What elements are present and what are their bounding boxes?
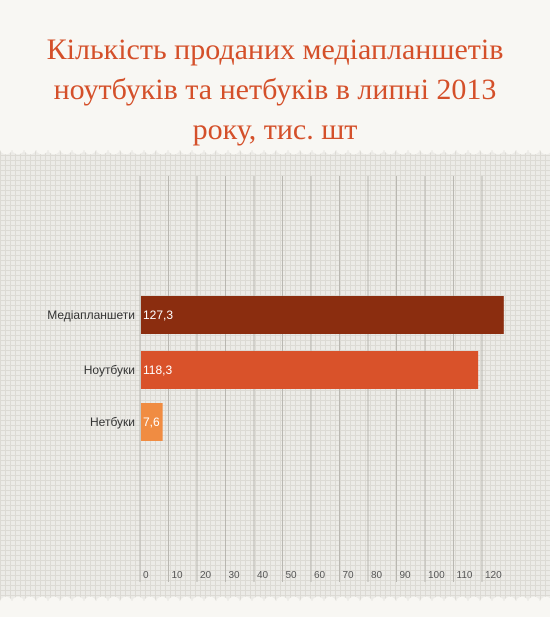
x-tick-label: 110: [457, 570, 473, 581]
x-tick-label: 20: [200, 570, 212, 581]
data-label: 127,3: [143, 308, 173, 322]
x-tick-label: 90: [400, 570, 412, 581]
category-label: Медіапланшети: [47, 308, 135, 322]
x-tick-label: 40: [257, 570, 269, 581]
x-tick-label: 10: [172, 570, 184, 581]
x-tick-label: 60: [314, 570, 326, 581]
x-tick-label: 70: [343, 570, 355, 581]
data-label: 7,6: [143, 415, 160, 429]
footer-scallop-edge: [0, 595, 550, 617]
x-tick-label: 50: [286, 570, 298, 581]
title-line-3: року, тис. шт: [192, 113, 358, 146]
header-scallop-edge: [0, 148, 550, 156]
bar: [141, 351, 479, 389]
category-label: Ноутбуки: [84, 363, 135, 377]
title-line-2: ноутбуків та нетбуків в липні 2013: [53, 73, 497, 106]
bar: [141, 296, 504, 334]
header-panel: [0, 0, 550, 148]
bars: [141, 296, 504, 441]
x-tick-label: 80: [371, 570, 383, 581]
chart-title: Кількість проданих медіапланшетів ноутбу…: [10, 30, 540, 150]
data-label: 118,3: [143, 363, 172, 377]
labels: 0 10 20 30 40 50 60 70 80 90 100 110 120 Медіапланшет…: [47, 308, 502, 581]
title-line-1: Кількість проданих медіапланшетів: [46, 33, 504, 66]
x-tick-label: 30: [229, 570, 241, 581]
x-tick-label: 100: [428, 570, 445, 581]
bar: [141, 403, 163, 441]
x-tick-label: 120: [485, 570, 502, 581]
category-label: Нетбуки: [90, 415, 135, 429]
x-tick-label: 0: [143, 570, 149, 581]
